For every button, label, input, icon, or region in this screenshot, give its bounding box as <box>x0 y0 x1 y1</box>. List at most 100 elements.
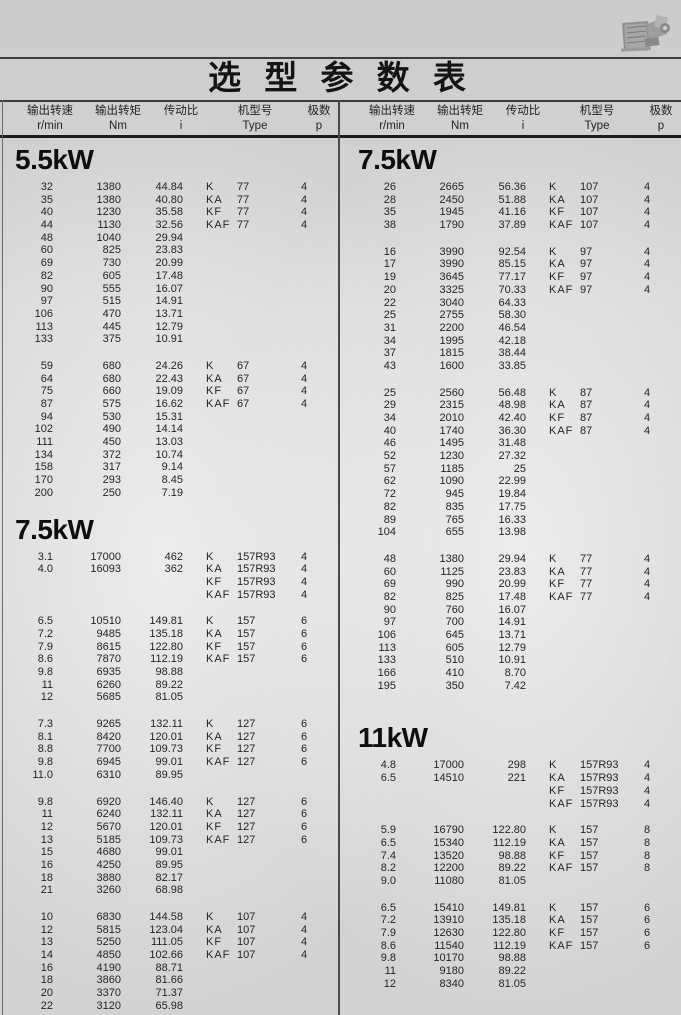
table-row: 16 3990 92.54 K 97 4 <box>356 246 681 259</box>
poles: 4 <box>643 399 651 412</box>
type-size: 157R93 <box>237 563 276 576</box>
type-size: 157R93 <box>237 575 276 588</box>
table-row: 37 1815 38.44 <box>356 347 681 360</box>
power-heading: 11kW <box>358 722 428 754</box>
ratio: 298 <box>507 759 526 772</box>
type-size <box>580 347 632 360</box>
type-prefix: K <box>549 824 558 837</box>
table-row: 14 4850 102.66 KAF 107 4 <box>13 949 340 962</box>
ratio: 16.07 <box>155 282 183 295</box>
header-zh: 传动比 <box>163 104 199 117</box>
poles <box>289 333 319 346</box>
output-torque: 760 <box>445 603 464 616</box>
type-size: 127 <box>237 730 256 743</box>
header-zh: 极数 <box>307 104 331 117</box>
table-row: 82 825 17.48 KAF 77 4 <box>356 591 681 604</box>
poles <box>289 270 319 283</box>
poles <box>289 321 319 334</box>
ratio: 149.81 <box>492 901 526 914</box>
table-row: 158 317 9.14 <box>13 461 340 474</box>
table-row: 89 765 16.33 <box>356 514 681 527</box>
type-size <box>237 333 289 346</box>
ratio: 68.98 <box>155 884 183 897</box>
output-speed: 8.1 <box>37 730 53 743</box>
output-speed: 72 <box>383 488 396 501</box>
output-torque: 490 <box>102 423 121 436</box>
output-torque: 7700 <box>96 743 121 756</box>
ratio: 120.01 <box>149 730 183 743</box>
type-size <box>237 436 289 449</box>
table-row: 8.2 12200 89.22 KAF 157 8 <box>356 862 681 875</box>
output-speed: 29 <box>383 399 396 412</box>
type-size: 127 <box>237 820 256 833</box>
table-row: 35 1945 41.16 KF 107 4 <box>356 206 681 219</box>
type-size <box>580 450 632 463</box>
output-speed: 158 <box>34 461 53 474</box>
ratio: 132.11 <box>150 718 183 731</box>
table-row: 28 2450 51.88 KA 107 4 <box>356 194 681 207</box>
type-prefix: KA <box>206 627 223 640</box>
type-size <box>237 257 289 270</box>
header-ratio: 传动比 i <box>149 102 213 135</box>
type-prefix <box>183 487 237 500</box>
ratio: 135.18 <box>149 627 183 640</box>
table-row: 12 8340 81.05 <box>356 978 681 991</box>
poles: 8 <box>643 824 651 837</box>
ratio: 48.98 <box>498 399 526 412</box>
type-prefix <box>526 335 580 348</box>
output-speed: 82 <box>383 500 396 513</box>
output-speed: 40 <box>40 206 53 219</box>
type-size <box>237 846 289 859</box>
output-speed: 133 <box>377 654 396 667</box>
ratio: 98.88 <box>498 952 526 965</box>
output-torque: 13910 <box>433 914 464 927</box>
type-prefix <box>526 629 580 642</box>
output-speed: 87 <box>40 398 53 410</box>
poles: 4 <box>300 359 308 372</box>
table-row: 113 445 12.79 <box>13 321 340 334</box>
table-header: 输出转速 r/min 输出转矩 Nm 传动比 i 机型号 Type 极数 p 输 <box>0 100 681 138</box>
ratio: 27.32 <box>498 450 526 463</box>
poles <box>632 297 662 310</box>
header-en: p <box>657 119 665 132</box>
output-torque: 15340 <box>433 836 464 849</box>
type-size: 67 <box>237 359 250 372</box>
poles <box>632 875 662 888</box>
type-prefix: K <box>549 181 558 193</box>
ratio: 29.94 <box>155 231 183 244</box>
output-speed: 59 <box>40 359 53 372</box>
type-prefix <box>183 449 237 462</box>
output-speed: 15 <box>40 846 53 859</box>
page-title: 选 型 参 数 表 <box>208 59 473 96</box>
table-row: 11 6260 89.22 <box>13 679 340 692</box>
output-speed: 16 <box>383 245 396 258</box>
poles <box>289 872 319 885</box>
output-torque: 660 <box>102 385 121 398</box>
type-size <box>580 680 632 693</box>
table-row: 7.9 8615 122.80 KF 157 6 <box>13 641 340 654</box>
table-row: 16 4190 88.71 <box>13 962 340 975</box>
poles: 4 <box>300 193 308 206</box>
data-block: 25 2560 56.48 K 87 4 29 2315 48.98 KA 87 4 34 2010 42.… <box>356 387 681 539</box>
type-prefix: KA <box>206 372 223 385</box>
poles <box>289 859 319 872</box>
poles <box>289 474 319 487</box>
table-row: 170 293 8.45 <box>13 474 340 487</box>
type-prefix <box>526 604 580 617</box>
ratio: 135.18 <box>492 914 526 927</box>
output-speed: 40 <box>383 424 396 437</box>
poles <box>289 666 319 679</box>
output-torque: 375 <box>102 333 121 346</box>
table-row: 62 1090 22.99 <box>356 475 681 488</box>
poles <box>632 604 662 617</box>
output-speed: 46 <box>383 437 396 450</box>
type-prefix: K <box>549 245 558 258</box>
type-size: 127 <box>237 756 256 769</box>
table-row: 22 3040 64.33 <box>356 297 681 310</box>
type-size <box>580 437 632 450</box>
table-row: 34 2010 42.40 KF 87 4 <box>356 412 681 425</box>
type-prefix <box>183 333 237 346</box>
data-block: 16 3990 92.54 K 97 4 17 3990 85.15 KA 97 4 19 3645 77.… <box>356 246 681 373</box>
type-prefix <box>526 450 580 463</box>
type-prefix: K <box>206 615 215 628</box>
